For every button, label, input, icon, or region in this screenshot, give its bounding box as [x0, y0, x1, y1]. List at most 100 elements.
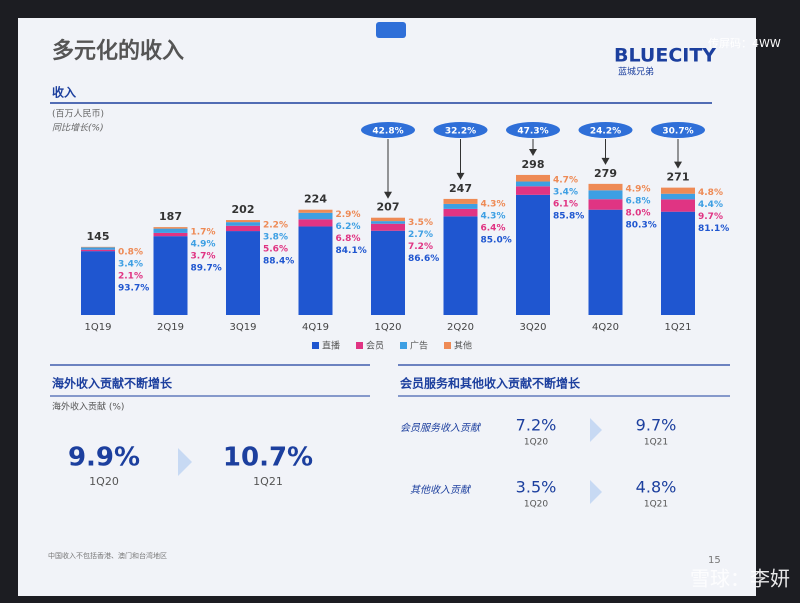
kpi-value: 9.9% [68, 443, 140, 473]
bar-segment [443, 198, 478, 204]
bar-segment [226, 231, 260, 315]
panel-title: 会员服务和其他收入贡献不断增长 [400, 376, 581, 391]
growth-badge [651, 122, 705, 138]
bar-segment [588, 199, 623, 210]
kpi-value: 10.7% [223, 443, 313, 473]
bar-segment [153, 236, 188, 315]
legend-label: 广告 [410, 340, 428, 352]
legend-swatch [400, 342, 407, 349]
bar-segment [81, 246, 115, 248]
value-label: 6.8% [336, 234, 361, 244]
x-tick-label: 1Q21 [665, 322, 692, 333]
growth-arrow-head [529, 148, 537, 156]
growth-badge [578, 122, 633, 138]
x-tick-label: 3Q19 [230, 322, 257, 333]
bar-segment [516, 181, 550, 187]
bar-segment [298, 219, 333, 227]
x-tick-label: 1Q20 [375, 322, 402, 333]
legend-label: 直播 [322, 340, 340, 352]
watermark: 雪球：李妍 [690, 567, 790, 591]
value-label: 4.3% [481, 199, 506, 209]
total-label: 207 [377, 201, 400, 214]
logo: BLUECITY [614, 45, 716, 67]
bar-segment [371, 221, 405, 224]
growth-badge [361, 122, 415, 138]
value-label: 2.1% [118, 271, 143, 281]
row-label: 会员服务收入贡献 [400, 422, 481, 434]
growth-label: 24.2% [590, 127, 621, 137]
total-label: 224 [304, 193, 327, 206]
bar-segment [661, 199, 695, 212]
value-label: 85.0% [481, 235, 512, 245]
value-label: 7.2% [408, 242, 433, 252]
arrow [178, 448, 192, 476]
value-label: 1.7% [191, 228, 216, 238]
bar-segment [153, 227, 188, 229]
growth-arrow-head [384, 191, 392, 199]
total-label: 279 [594, 167, 617, 180]
bar-segment [661, 187, 695, 194]
value-label: 93.7% [118, 283, 149, 293]
value-label: 80.3% [626, 220, 657, 230]
growth-arrow-head [456, 172, 465, 180]
growth-label: 47.3% [517, 127, 548, 137]
kpi-period: 1Q20 [524, 500, 549, 510]
kpi-period: 1Q20 [89, 475, 119, 488]
value-label: 6.8% [626, 196, 651, 206]
projector-tab [376, 22, 406, 38]
bar-segment [371, 223, 405, 231]
value-label: 9.7% [698, 212, 723, 222]
value-label: 6.2% [336, 222, 361, 232]
total-label: 247 [449, 182, 472, 195]
bar-segment [226, 220, 260, 223]
growth-label: 30.7% [662, 127, 693, 137]
x-tick-label: 2Q19 [157, 322, 184, 333]
bar-segment [226, 225, 260, 232]
total-label: 271 [667, 171, 690, 184]
bar-segment [516, 174, 550, 182]
x-tick-label: 3Q20 [520, 322, 547, 333]
kpi-value: 7.2% [516, 416, 557, 435]
overlay-code: 传屏码：4WW [708, 37, 781, 50]
value-label: 6.4% [481, 223, 506, 233]
x-tick-label: 4Q19 [302, 322, 329, 333]
value-label: 4.8% [698, 188, 723, 198]
bar-segment [81, 251, 115, 315]
value-label: 0.8% [118, 247, 143, 257]
value-label: 2.9% [336, 210, 361, 220]
bar-segment [81, 247, 115, 250]
value-label: 3.5% [408, 218, 433, 228]
unit-label: (百万人民币) [52, 109, 104, 120]
growth-label: 同比增长(%) [52, 123, 104, 134]
bar-segment [588, 190, 623, 200]
value-label: 4.4% [698, 200, 723, 210]
bar-segment [443, 208, 478, 217]
value-label: 3.4% [118, 259, 143, 269]
total-label: 202 [232, 203, 255, 216]
growth-arrow-head [674, 161, 682, 169]
value-label: 86.6% [408, 254, 439, 264]
value-label: 6.1% [553, 199, 578, 209]
x-tick-label: 2Q20 [447, 322, 474, 333]
section-title: 收入 [52, 85, 76, 100]
bar-segment [516, 186, 550, 195]
x-tick-label: 1Q19 [85, 322, 112, 333]
arrow [590, 480, 602, 504]
kpi-period: 1Q21 [644, 500, 668, 510]
kpi-value: 3.5% [516, 478, 557, 497]
legend-label: 会员 [366, 340, 384, 352]
legend-swatch [444, 342, 451, 349]
value-label: 4.7% [553, 175, 578, 185]
row-label: 其他收入贡献 [410, 484, 471, 496]
total-label: 298 [522, 158, 545, 171]
bar-segment [298, 226, 333, 315]
kpi-value: 4.8% [636, 478, 677, 497]
value-label: 3.7% [191, 252, 216, 262]
value-label: 5.6% [263, 245, 288, 255]
kpi-period: 1Q20 [524, 438, 549, 448]
legend-swatch [356, 342, 363, 349]
growth-badge [433, 122, 488, 138]
total-label: 145 [87, 230, 110, 243]
